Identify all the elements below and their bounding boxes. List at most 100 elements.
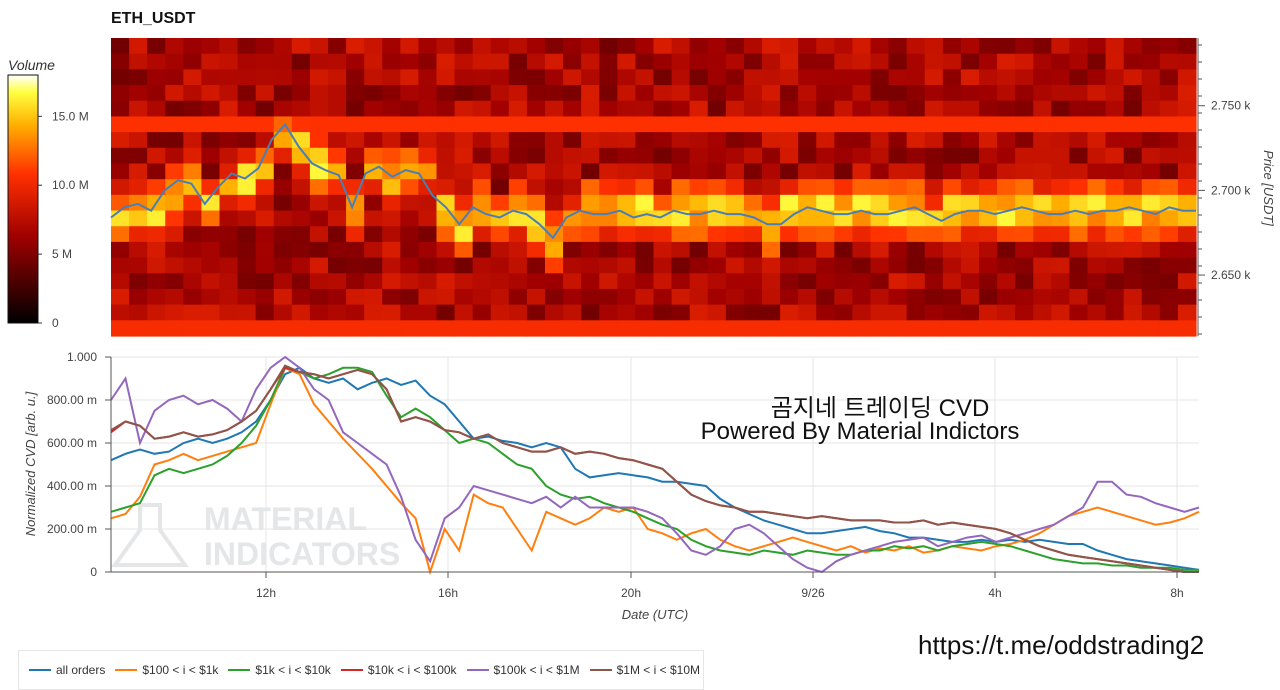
heatmap-cell bbox=[834, 257, 854, 274]
legend-item[interactable]: $1k < i < $10k bbox=[228, 663, 331, 677]
heatmap-cell bbox=[997, 147, 1016, 165]
heatmap-cell bbox=[147, 85, 166, 102]
heatmap-cell bbox=[563, 132, 582, 149]
heatmap-cell bbox=[328, 241, 347, 259]
heatmap-cell bbox=[418, 257, 438, 274]
heatmap-cell bbox=[816, 304, 835, 321]
heatmap-cell bbox=[1087, 304, 1107, 321]
heatmap-cell bbox=[1141, 163, 1161, 180]
heatmap-cell bbox=[183, 226, 203, 243]
heatmap-cell bbox=[689, 85, 709, 102]
heatmap-cell bbox=[743, 69, 763, 86]
heatmap-cell bbox=[364, 85, 383, 102]
heatmap-cell bbox=[707, 85, 727, 102]
heatmap-cell bbox=[671, 38, 691, 55]
heatmap-cell bbox=[346, 38, 365, 55]
heatmap-cell bbox=[328, 304, 347, 321]
heatmap-cell bbox=[526, 210, 546, 227]
heatmap-cell bbox=[129, 179, 148, 196]
heatmap-cell bbox=[508, 116, 528, 133]
heatmap-cell bbox=[1033, 132, 1052, 149]
heatmap-cell bbox=[1051, 288, 1071, 306]
heatmap-cell bbox=[888, 320, 908, 337]
heatmap-cell bbox=[219, 226, 239, 243]
heatmap-cell bbox=[780, 163, 799, 180]
heatmap-cell bbox=[798, 194, 817, 212]
heatmap-cell bbox=[400, 179, 420, 196]
heatmap-cell bbox=[816, 288, 835, 306]
heatmap-cell bbox=[1141, 304, 1161, 321]
heatmap-cell bbox=[490, 226, 510, 243]
heatmap-cell bbox=[1051, 85, 1071, 102]
heatmap-cell bbox=[888, 257, 908, 274]
heatmap-cell bbox=[1159, 69, 1179, 86]
heatmap-cell bbox=[1087, 320, 1107, 337]
heatmap-cell bbox=[201, 100, 221, 118]
heatmap-cell bbox=[183, 100, 203, 118]
heatmap-cell bbox=[979, 179, 998, 196]
heatmap-cell bbox=[1069, 132, 1089, 149]
heatmap-cell bbox=[436, 100, 456, 118]
heatmap-cell bbox=[1051, 69, 1071, 86]
heatmap-cell bbox=[906, 273, 926, 290]
heatmap-cell bbox=[436, 179, 456, 196]
heatmap-cell bbox=[762, 147, 781, 165]
heatmap-cell bbox=[400, 273, 420, 290]
heatmap-cell bbox=[309, 132, 329, 149]
colorbar-tick-label: 10.0 M bbox=[52, 178, 89, 192]
heatmap-cell bbox=[816, 53, 835, 70]
heatmap-cell bbox=[780, 320, 799, 337]
heatmap-cell bbox=[762, 163, 781, 180]
heatmap-cell bbox=[870, 53, 890, 70]
heatmap-cell bbox=[129, 273, 148, 290]
heatmap-cell bbox=[490, 304, 510, 321]
heatmap-cell bbox=[273, 194, 293, 212]
heatmap-cell bbox=[201, 147, 221, 165]
heatmap-cell bbox=[309, 288, 329, 306]
heatmap-cell bbox=[129, 257, 148, 274]
heatmap-cell bbox=[1015, 241, 1034, 259]
heatmap-cell bbox=[436, 288, 456, 306]
heatmap-cell bbox=[834, 69, 854, 86]
heatmap-cell bbox=[725, 241, 745, 259]
heatmap-cell bbox=[237, 100, 257, 118]
heatmap-cell bbox=[581, 147, 600, 165]
legend-item[interactable]: $100 < i < $1k bbox=[115, 663, 218, 677]
heatmap-cell bbox=[183, 304, 203, 321]
heatmap-cell bbox=[545, 194, 564, 212]
heatmap-cell bbox=[581, 257, 600, 274]
heatmap-cell bbox=[617, 85, 637, 102]
heatmap-cell bbox=[1141, 132, 1161, 149]
heatmap-cell bbox=[924, 273, 944, 290]
heatmap-cell bbox=[526, 85, 546, 102]
heatmap-cell bbox=[1015, 100, 1034, 118]
heatmap-cell bbox=[418, 116, 438, 133]
heatmap-cell bbox=[328, 132, 347, 149]
legend-item[interactable]: all orders bbox=[29, 663, 105, 677]
heatmap-cell bbox=[563, 179, 582, 196]
heatmap-cell bbox=[291, 194, 311, 212]
heatmap-cell bbox=[635, 69, 655, 86]
legend-item[interactable]: $10k < i < $100k bbox=[340, 663, 457, 677]
heatmap-cell bbox=[1015, 273, 1034, 290]
heatmap-cell bbox=[1159, 163, 1179, 180]
heatmap-cell bbox=[1123, 288, 1143, 306]
heatmap-cell bbox=[997, 304, 1016, 321]
heatmap-cell bbox=[219, 38, 239, 55]
heatmap-cell bbox=[1069, 257, 1089, 274]
heatmap-cell bbox=[508, 226, 528, 243]
heatmap-cell bbox=[545, 163, 564, 180]
legend-item[interactable]: $100k < i < $1M bbox=[466, 663, 580, 677]
telegram-link[interactable]: https://t.me/oddstrading2 bbox=[918, 630, 1205, 660]
heatmap-cell bbox=[689, 304, 709, 321]
heatmap-cell bbox=[237, 241, 257, 259]
heatmap-cell bbox=[508, 147, 528, 165]
heatmap-cell bbox=[1141, 69, 1161, 86]
heatmap-cell bbox=[599, 53, 618, 70]
heatmap-cell bbox=[291, 320, 311, 337]
heatmap-cell bbox=[165, 132, 184, 149]
heatmap-cell bbox=[888, 69, 908, 86]
heatmap-cell bbox=[960, 163, 980, 180]
legend-item[interactable]: $1M < i < $10M bbox=[589, 663, 700, 677]
heatmap-cell bbox=[291, 210, 311, 227]
